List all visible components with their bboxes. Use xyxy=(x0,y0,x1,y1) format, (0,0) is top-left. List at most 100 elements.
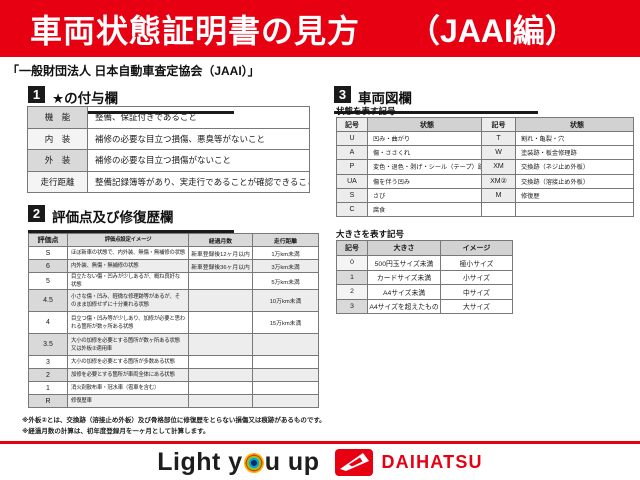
daihatsu-logo: DAIHATSU xyxy=(335,448,483,476)
grade-months xyxy=(188,289,253,313)
criteria-desc: 補修の必要な目立つ損傷がないこと xyxy=(87,149,310,172)
state-desc: 交換跡（ネジ止め外板） xyxy=(515,159,634,175)
grade-point: 3.5 xyxy=(28,333,68,357)
size-image: 大サイズ xyxy=(440,298,513,314)
state-symbol: S xyxy=(336,187,368,203)
grade-months: 新車登録後36ヶ月以内 xyxy=(188,259,253,273)
issuer-subtitle: 「一般財団法人 日本自動車査定協会（JAAI）」 xyxy=(7,64,260,78)
grade-desc: 内外装、無傷・無補修の状態 xyxy=(67,259,189,273)
section1-title: ★の付与欄 xyxy=(52,91,119,106)
section2-title: 評価点及び修復歴欄 xyxy=(52,210,174,225)
table-row: 5 目立たない傷・凹みが少しあるが、概ね良好な状態 5万km未満 xyxy=(28,271,319,291)
table-row: 4.5 小さな傷・凹み、軽微な修理跡等があるが、そのまま加修せずに十分乗れる状態… xyxy=(28,289,319,313)
section3-heading: 3 車両図欄 xyxy=(334,86,538,114)
size-image: 極小サイズ xyxy=(440,255,513,271)
criteria-label: 外 装 xyxy=(27,149,88,172)
state-desc: 塗装跡・板金修理跡 xyxy=(515,145,634,161)
grade-mileage xyxy=(252,355,319,370)
red-divider xyxy=(0,441,640,444)
grade-desc: 目立つ傷・凹み等が少しあり、加修が必要と思われる箇所が数ヶ所ある状態 xyxy=(67,311,189,335)
size-desc: 500円玉サイズ未満 xyxy=(367,255,441,271)
grade-point: 2 xyxy=(28,368,68,383)
grade-table: 評価点 評価点設定イメージ 経過月数 走行距離 S ほぼ新車の状態で、内外装、無… xyxy=(28,233,319,409)
grade-mileage: 3万km未満 xyxy=(252,259,319,273)
state-symbol: A xyxy=(336,145,368,161)
footer: Light y u up DAIHATSU xyxy=(0,444,640,480)
grade-desc: 小さな傷・凹み、軽微な修理跡等があるが、そのまま加修せずに十分乗れる状態 xyxy=(67,289,189,313)
state-symbol: W xyxy=(481,145,516,161)
state-symbol xyxy=(481,201,516,218)
grade-point: 1 xyxy=(28,381,68,396)
grade-desc: 修復歴車 xyxy=(67,394,189,409)
state-desc xyxy=(515,201,634,218)
table-row: 機 能 整備、保証付きであること xyxy=(27,106,310,129)
table-row: UA 傷を伴う凹み XM② 交換跡（溶接止め外板） xyxy=(336,173,634,189)
page-title-suffix: （JAAI編） xyxy=(408,12,577,49)
multicolor-ring-icon xyxy=(243,453,264,473)
page-title: 車両状態証明書の見方 xyxy=(30,12,361,49)
grade-months xyxy=(188,333,253,357)
state-desc: 腐食 xyxy=(367,201,482,218)
grade-desc: 加修を必要とする箇所が車両全体にある状態 xyxy=(67,368,189,383)
table-row: 2 A4サイズ未満 中サイズ xyxy=(336,284,513,300)
state-desc: 修復歴 xyxy=(515,187,634,203)
state-desc: 凹み・曲がり xyxy=(367,130,482,147)
state-symbols-table: 記号 状態 記号 状態 U 凹み・曲がり T 割れ・亀裂・穴 A 傷・ささくれ … xyxy=(336,117,634,218)
table-row: 外 装 補修の必要な目立つ損傷がないこと xyxy=(27,149,310,172)
section3-title: 車両図欄 xyxy=(358,91,412,106)
state-desc: 変色・退色・剥げ・シール（テープ）跡 xyxy=(367,159,482,175)
state-desc: 傷・ささくれ xyxy=(367,145,482,161)
grade-months xyxy=(188,271,253,291)
grade-point: R xyxy=(28,394,68,409)
grade-months xyxy=(188,381,253,396)
column-header: 記号 xyxy=(336,240,368,256)
section1-number-badge: 1 xyxy=(28,86,45,103)
size-desc: A4サイズ未満 xyxy=(367,284,441,300)
table-row: 3.5 大小の加修を必要とする箇所が数ヶ所ある状態又は外板②適用車 xyxy=(28,333,319,357)
state-symbol: U xyxy=(336,130,368,147)
criteria-desc: 整備、保証付きであること xyxy=(87,106,310,129)
state-symbols-label: 状態を表す記号 xyxy=(336,106,396,116)
slogan-text-left: Light y xyxy=(157,447,243,476)
grade-point: 4.5 xyxy=(28,289,68,313)
table-row: R 修復歴車 xyxy=(28,394,319,409)
table-row: U 凹み・曲がり T 割れ・亀裂・穴 xyxy=(336,130,634,147)
grade-desc: 大小の加修を必要とする箇所が多数ある状態 xyxy=(67,355,189,370)
grade-point: 6 xyxy=(28,259,68,273)
column-header: イメージ xyxy=(440,240,513,256)
table-row: 4 目立つ傷・凹み等が少しあり、加修が必要と思われる箇所が数ヶ所ある状態 15万… xyxy=(28,311,319,335)
column-header: 記号 xyxy=(336,117,368,132)
table-row: 1 消火剤散布車・冠水車（雹車を含む） xyxy=(28,381,319,396)
table-row: S ほぼ新車の状態で、内外装、無傷・無補修の状態 新車登録後12ヶ月以内 1万k… xyxy=(28,246,319,260)
grade-point: 3 xyxy=(28,355,68,370)
grade-months xyxy=(188,355,253,370)
grade-months xyxy=(188,368,253,383)
grade-months xyxy=(188,311,253,335)
table-row: A 傷・ささくれ W 塗装跡・板金修理跡 xyxy=(336,145,634,161)
table-row: 0 500円玉サイズ未満 極小サイズ xyxy=(336,255,513,271)
state-symbol: XM xyxy=(481,159,516,175)
size-symbol: 2 xyxy=(336,284,368,300)
table-row: 2 加修を必要とする箇所が車両全体にある状態 xyxy=(28,368,319,383)
table-header-row: 評価点 評価点設定イメージ 経過月数 走行距離 xyxy=(28,233,319,247)
criteria-label: 機 能 xyxy=(27,106,88,129)
daihatsu-wordmark: DAIHATSU xyxy=(381,451,483,472)
grade-point: S xyxy=(28,246,68,260)
table-row: P 変色・退色・剥げ・シール（テープ）跡 XM 交換跡（ネジ止め外板） xyxy=(336,159,634,175)
column-header: 大きさ xyxy=(367,240,441,256)
size-symbol: 0 xyxy=(336,255,368,271)
size-symbol: 1 xyxy=(336,269,368,285)
size-image: 小サイズ xyxy=(440,269,513,285)
section3-number-badge: 3 xyxy=(334,86,351,103)
state-symbol: M xyxy=(481,187,516,203)
column-header: 記号 xyxy=(481,117,516,132)
column-header: 走行距離 xyxy=(252,233,319,247)
section2-heading: 2 評価点及び修復歴欄 xyxy=(28,205,234,233)
criteria-label: 走行距離 xyxy=(27,170,88,193)
table-row: 6 内外装、無傷・無補修の状態 新車登録後36ヶ月以内 3万km未満 xyxy=(28,259,319,273)
state-desc: 交換跡（溶接止め外板） xyxy=(515,173,634,189)
grade-mileage: 5万km未満 xyxy=(252,271,319,291)
table-header-row: 記号 状態 記号 状態 xyxy=(336,117,634,132)
grade-mileage xyxy=(252,368,319,383)
slogan-text-right: u up xyxy=(264,447,320,476)
